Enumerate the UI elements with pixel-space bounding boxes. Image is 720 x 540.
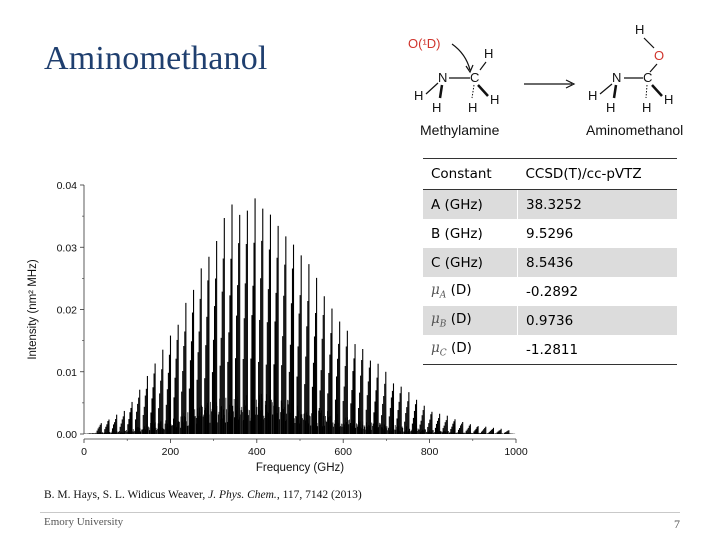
x-tick-label: 800 bbox=[421, 446, 439, 458]
dipole-unit: (D) bbox=[450, 340, 472, 357]
table-row: C (GHz) 8.5436 bbox=[423, 248, 677, 277]
carbon-atom: C bbox=[470, 70, 479, 85]
svg-text:H: H bbox=[642, 100, 651, 115]
row-value: 8.5436 bbox=[526, 254, 574, 271]
table-row: μC (D) -1.2811 bbox=[423, 335, 677, 365]
x-tick-label: 400 bbox=[248, 446, 266, 458]
svg-text:H: H bbox=[606, 100, 615, 115]
hydrogen-atom: H bbox=[484, 46, 493, 61]
row-value: -1.2811 bbox=[517, 335, 677, 365]
y-tick-label: 0.03 bbox=[57, 242, 78, 254]
svg-text:C: C bbox=[643, 70, 652, 85]
svg-text:H: H bbox=[635, 22, 644, 37]
dipole-unit: (D) bbox=[450, 282, 472, 299]
row-label: μA (D) bbox=[423, 277, 518, 306]
product-label: Aminomethanol bbox=[586, 122, 684, 138]
y-tick-label: 0.02 bbox=[57, 305, 78, 317]
spectrum-chart: 0.00 0.01 0.02 0.03 0.04 0 200 400 600 800 1000 Fre… bbox=[20, 175, 530, 475]
row-label: A (GHz) bbox=[423, 189, 518, 219]
svg-text:H: H bbox=[414, 88, 423, 103]
oxygen-label: O(¹D) bbox=[408, 36, 441, 51]
reaction-scheme-drawing: O(¹D) N C H H H H H H O C N bbox=[408, 22, 673, 115]
chart-axes: 0.00 0.01 0.02 0.03 0.04 0 200 400 600 800 1000 Fre… bbox=[27, 180, 528, 474]
spectrum-svg: 0.00 0.01 0.02 0.03 0.04 0 200 400 600 800 1000 Fre… bbox=[27, 180, 528, 474]
footer-organization: Emory University bbox=[44, 516, 124, 528]
header-constant: Constant bbox=[423, 158, 518, 190]
reaction-scheme: O(¹D) N C H H H H H H O C N bbox=[400, 18, 700, 140]
y-axis-label: Intensity (nm² MHz) bbox=[27, 259, 39, 359]
row-label: μC (D) bbox=[423, 335, 518, 365]
svg-text:H: H bbox=[432, 100, 441, 115]
row-label: B (GHz) bbox=[423, 219, 518, 248]
dipole-unit: (D) bbox=[450, 311, 472, 328]
table-row: A (GHz) 38.3252 bbox=[423, 189, 677, 219]
x-tick-label: 0 bbox=[81, 446, 87, 458]
table-row: μB (D) 0.9736 bbox=[423, 306, 677, 335]
svg-text:H: H bbox=[664, 92, 673, 107]
page-number: 7 bbox=[674, 517, 680, 531]
table-row: μA (D) -0.2892 bbox=[423, 277, 677, 306]
svg-text:H: H bbox=[588, 88, 597, 103]
table-header-row: Constant CCSD(T)/cc-pVTZ bbox=[423, 158, 677, 190]
y-tick-label: 0.04 bbox=[57, 180, 78, 192]
x-tick-label: 600 bbox=[334, 446, 352, 458]
nitrogen-atom: N bbox=[438, 70, 447, 85]
x-tick-label: 1000 bbox=[504, 446, 528, 458]
y-tick-label: 0.01 bbox=[57, 367, 78, 379]
header-method: CCSD(T)/cc-pVTZ bbox=[517, 158, 677, 190]
citation: B. M. Hays, S. L. Widicus Weaver, J. Phy… bbox=[44, 489, 362, 501]
attack-arrow-icon bbox=[451, 43, 471, 71]
row-value: 38.3252 bbox=[526, 196, 582, 213]
dipole-symbol: μC bbox=[431, 340, 447, 359]
y-tick-label: 0.00 bbox=[57, 429, 78, 441]
row-value: 9.5296 bbox=[526, 225, 574, 242]
svg-text:O: O bbox=[654, 48, 664, 63]
dipole-symbol: μB bbox=[431, 311, 447, 330]
svg-text:H: H bbox=[468, 100, 477, 115]
dipole-symbol: μA bbox=[431, 282, 447, 301]
x-axis-label: Frequency (GHz) bbox=[256, 462, 344, 474]
reactant-label: Methylamine bbox=[420, 122, 500, 138]
spectrum-peaks bbox=[84, 198, 516, 434]
row-value: 0.9736 bbox=[526, 312, 574, 329]
row-value: -0.2892 bbox=[526, 283, 579, 300]
footer-divider bbox=[40, 512, 680, 513]
x-tick-label: 200 bbox=[162, 446, 180, 458]
slide-title: Aminomethanol bbox=[44, 40, 268, 77]
svg-text:N: N bbox=[612, 70, 621, 85]
constants-table: Constant CCSD(T)/cc-pVTZ A (GHz) 38.3252… bbox=[423, 158, 677, 365]
row-label: C (GHz) bbox=[423, 248, 518, 277]
row-label: μB (D) bbox=[423, 306, 518, 335]
table-row: B (GHz) 9.5296 bbox=[423, 219, 677, 248]
svg-text:H: H bbox=[490, 92, 499, 107]
